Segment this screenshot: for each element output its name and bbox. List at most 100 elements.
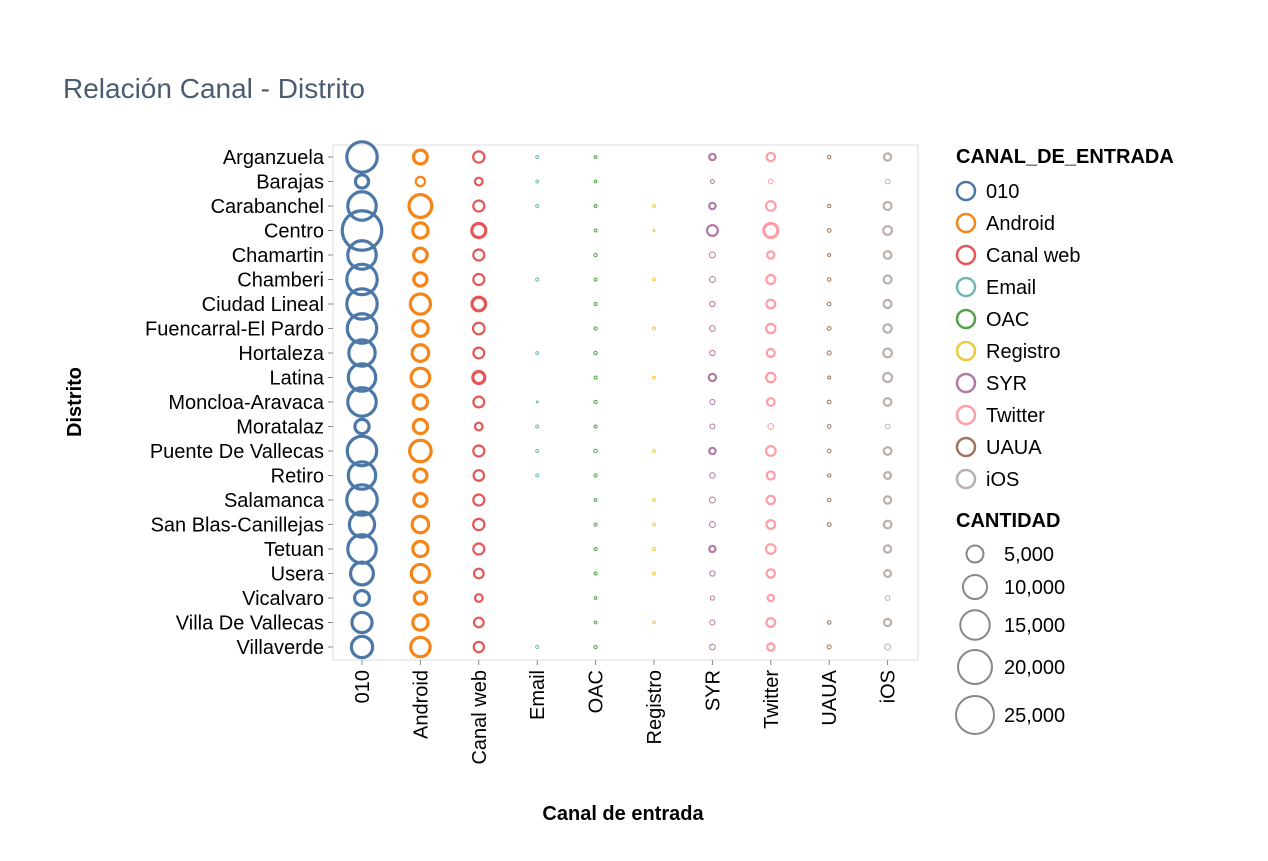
legend-label-syr: SYR xyxy=(986,373,1027,395)
bubble-010-puente-de-vallecas xyxy=(345,434,379,468)
bubble-registro-salamanca xyxy=(652,498,656,502)
legend-label-canal-web: Canal web xyxy=(986,245,1081,267)
bubble-canal-web-centro xyxy=(470,221,488,240)
legend-swatch-ios xyxy=(955,468,977,490)
bubble-android-centro xyxy=(411,221,430,240)
size-legend-label: 5,000 xyxy=(1004,544,1054,566)
bubble-syr-tetuan xyxy=(708,544,717,554)
bubble-oac-carabanchel xyxy=(593,204,598,208)
bubble-syr-villa-de-vallecas xyxy=(709,619,716,626)
bubble-syr-barajas xyxy=(709,179,715,184)
x-tick-label-email: Email xyxy=(527,670,549,720)
legend-label-twitter: Twitter xyxy=(986,405,1045,427)
bubble-android-retiro xyxy=(412,467,429,484)
bubble-registro-usera xyxy=(652,571,656,576)
color-legend: CANAL_DE_ENTRADA 010 Android Canal web Email… xyxy=(955,146,1174,491)
bubble-uaua-chamberi xyxy=(826,277,832,282)
data-marks xyxy=(340,140,894,660)
bubble-canal-web-vicalvaro xyxy=(473,593,484,603)
bubble-oac-fuencarral-el-pardo xyxy=(593,326,598,331)
bubble-ios-hortaleza xyxy=(882,347,894,359)
size-legend-label: 10,000 xyxy=(1004,577,1065,599)
y-tick-label-tetuan: Tetuan xyxy=(264,539,324,561)
legend-swatch-oac xyxy=(955,308,977,330)
size-legend-circle xyxy=(965,544,985,564)
size-legend-circle xyxy=(957,649,993,685)
bubble-uaua-ciudad-lineal xyxy=(826,301,832,307)
bubble-twitter-fuencarral-el-pardo xyxy=(765,322,777,335)
bubble-syr-hortaleza xyxy=(709,349,716,357)
bubble-syr-salamanca xyxy=(708,496,716,504)
bubble-ios-moncloa-aravaca xyxy=(882,397,893,407)
size-legend-title: CANTIDAD xyxy=(956,510,1060,532)
bubble-syr-chamberi xyxy=(708,276,716,283)
bubble-ios-villaverde xyxy=(884,643,892,651)
bubble-android-chamartin xyxy=(412,246,429,264)
bubble-registro-tetuan xyxy=(652,547,656,551)
bubble-twitter-hortaleza xyxy=(765,347,776,359)
x-tick-label-twitter: Twitter xyxy=(761,670,783,729)
bubble-oac-moncloa-aravaca xyxy=(593,399,598,405)
bubble-oac-moratalaz xyxy=(593,424,598,429)
y-tick-label-fuencarral-el-pardo: Fuencarral-El Pardo xyxy=(145,319,324,341)
bubble-uaua-puente-de-vallecas xyxy=(826,448,832,454)
bubble-ios-latina xyxy=(882,371,894,384)
y-tick-label-centro: Centro xyxy=(264,221,324,243)
bubble-twitter-arganzuela xyxy=(765,151,777,163)
bubble-uaua-villaverde xyxy=(826,644,832,650)
y-tick-label-vicalvaro: Vicalvaro xyxy=(242,588,324,610)
y-tick-label-villa-de-vallecas: Villa De Vallecas xyxy=(176,613,324,635)
bubble-android-carabanchel xyxy=(407,193,434,220)
y-tick-label-carabanchel: Carabanchel xyxy=(211,196,324,218)
bubble-android-chamberi xyxy=(412,271,429,288)
bubble-twitter-puente-de-vallecas xyxy=(764,445,777,457)
bubble-oac-chamberi xyxy=(593,277,598,282)
bubble-android-villaverde xyxy=(409,635,432,659)
bubble-android-usera xyxy=(409,562,432,585)
bubble-android-vicalvaro xyxy=(412,590,429,606)
bubble-twitter-chamberi xyxy=(765,273,777,286)
bubble-oac-retiro xyxy=(593,473,598,478)
bubble-twitter-barajas xyxy=(767,178,774,185)
bubble-uaua-fuencarral-el-pardo xyxy=(826,326,832,331)
bubble-syr-latina xyxy=(707,372,718,383)
y-tick-label-arganzuela: Arganzuela xyxy=(223,147,325,169)
bubble-twitter-centro xyxy=(762,221,780,240)
bubble-twitter-latina xyxy=(765,371,777,384)
size-legend-label: 25,000 xyxy=(1004,705,1065,727)
bubble-010-carabanchel xyxy=(346,190,378,222)
legend-label-registro: Registro xyxy=(986,341,1060,363)
bubble-010-fuencarral-el-pardo xyxy=(345,312,379,345)
bubble-010-villaverde xyxy=(349,634,375,660)
bubble-oac-san-blas-canillejas xyxy=(593,522,598,527)
y-tick-label-chamberi: Chamberi xyxy=(237,270,324,292)
bubble-syr-vicalvaro xyxy=(709,595,715,601)
bubble-canal-web-carabanchel xyxy=(472,199,486,213)
y-tick-label-ciudad-lineal: Ciudad Lineal xyxy=(202,294,324,316)
bubble-010-san-blas-canillejas xyxy=(347,510,377,539)
bubble-010-arganzuela xyxy=(345,140,379,174)
size-legend-label: 20,000 xyxy=(1004,657,1065,679)
bubble-registro-puente-de-vallecas xyxy=(652,449,656,453)
bubble-canal-web-arganzuela xyxy=(472,150,486,164)
bubble-registro-villa-de-vallecas xyxy=(652,620,656,625)
bubble-android-fuencarral-el-pardo xyxy=(411,319,430,338)
bubble-android-arganzuela xyxy=(411,148,429,166)
bubble-twitter-salamanca xyxy=(765,494,777,506)
bubble-android-villa-de-vallecas xyxy=(411,613,430,632)
bubble-syr-chamartin xyxy=(708,251,716,259)
x-axis: 010 Android Canal web Email OAC Registro SYR Tw… xyxy=(352,660,900,765)
legend-label-uaua: UAUA xyxy=(986,437,1042,459)
legend-swatch-registro xyxy=(955,340,977,362)
bubble-010-hortaleza xyxy=(347,338,377,368)
y-tick-label-hortaleza: Hortaleza xyxy=(238,343,324,365)
bubble-canal-web-moncloa-aravaca xyxy=(472,395,486,409)
bubble-oac-arganzuela xyxy=(593,155,598,159)
bubble-registro-san-blas-canillejas xyxy=(652,522,656,527)
x-tick-label-syr: SYR xyxy=(702,670,724,711)
y-tick-label-villaverde: Villaverde xyxy=(237,637,324,659)
bubble-syr-moncloa-aravaca xyxy=(709,398,716,406)
bubble-010-vicalvaro xyxy=(352,588,372,608)
bubble-twitter-retiro xyxy=(765,470,776,481)
